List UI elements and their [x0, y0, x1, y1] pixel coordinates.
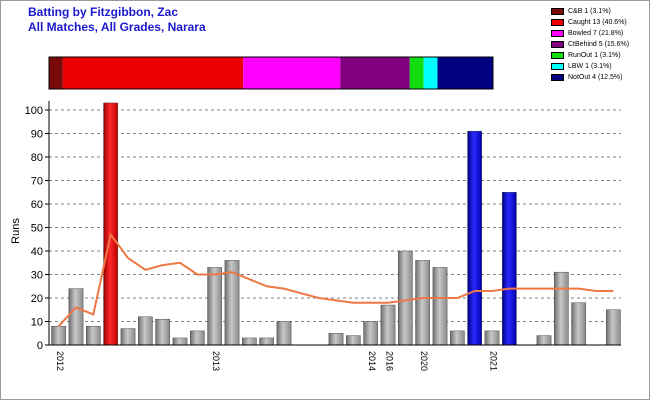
run-bar [432, 267, 448, 346]
y-tick-label: 20 [31, 293, 43, 305]
y-axis-label: Runs [10, 218, 22, 244]
legend-label: C&B 1 (3.1%) [568, 8, 611, 15]
stack-segment [62, 57, 244, 89]
run-bar [606, 309, 621, 346]
run-bar [484, 330, 500, 346]
run-bar [138, 316, 153, 346]
legend-label: CtBehind 5 (15.6%) [568, 41, 630, 48]
run-bar [259, 337, 274, 346]
legend-label: LBW 1 (3.1%) [568, 63, 612, 70]
run-bar [51, 326, 66, 346]
y-tick-label: 0 [37, 340, 43, 352]
run-bar [328, 333, 344, 346]
x-tick-label: 2020 [419, 351, 429, 371]
legend-swatch [551, 8, 564, 15]
legend: C&B 1 (3.1%) Caught 13 (40.6%) Bowled 7 (2… [551, 6, 647, 83]
legend-swatch [551, 30, 564, 37]
y-tick-label: 50 [31, 223, 43, 235]
stack-segment [340, 57, 410, 89]
y-tick-label: 60 [31, 199, 43, 211]
run-bar [68, 288, 84, 346]
stack-segment [243, 57, 341, 89]
legend-item: RunOut 1 (3.1%) [551, 50, 647, 61]
run-bar [467, 130, 482, 346]
stack-segment [437, 57, 493, 89]
run-bar [172, 337, 188, 346]
y-tick-label: 70 [31, 176, 43, 188]
run-bar [536, 335, 552, 346]
stack-segment [423, 57, 438, 89]
y-tick-label: 100 [25, 105, 43, 117]
run-bar [207, 267, 222, 346]
dismissal-stacked-bar [48, 56, 494, 90]
run-bar [363, 321, 378, 346]
legend-swatch [551, 41, 564, 48]
legend-swatch [551, 19, 564, 26]
legend-label: RunOut 1 (3.1%) [568, 52, 621, 59]
legend-swatch [551, 63, 564, 70]
legend-item: NotOut 4 (12.5%) [551, 72, 647, 83]
run-bar [415, 260, 430, 346]
run-bar [155, 318, 170, 346]
run-bar [554, 271, 569, 346]
chart-subtitle: All Matches, All Grades, Narara [28, 20, 206, 34]
run-bar [242, 337, 257, 346]
run-bar [103, 102, 118, 346]
average-line [57, 232, 614, 327]
y-tick-label: 30 [31, 270, 43, 282]
legend-item: C&B 1 (3.1%) [551, 6, 647, 17]
y-tick-label: 40 [31, 246, 43, 258]
run-bar [502, 192, 517, 346]
x-tick-label: 2021 [488, 351, 498, 371]
legend-swatch [551, 74, 564, 81]
legend-item: Bowled 7 (21.8%) [551, 28, 647, 39]
run-bar [450, 330, 465, 346]
stack-outline [48, 56, 494, 90]
x-tick-label: 2012 [55, 351, 65, 371]
stack-segment [49, 57, 63, 89]
legend-label: NotOut 4 (12.5%) [568, 74, 623, 81]
stack-segment [409, 57, 424, 89]
run-bar [276, 321, 292, 346]
run-bar [86, 326, 101, 346]
run-bar [190, 330, 205, 346]
x-tick-label: 2013 [211, 351, 221, 371]
run-bar [571, 302, 586, 346]
legend-item: Caught 13 (40.6%) [551, 17, 647, 28]
y-tick-label: 90 [31, 129, 43, 141]
run-bar [346, 335, 361, 346]
legend-item: LBW 1 (3.1%) [551, 61, 647, 72]
legend-label: Caught 13 (40.6%) [568, 19, 627, 26]
y-tick-label: 80 [31, 152, 43, 164]
run-bar [120, 328, 136, 346]
run-bar [398, 250, 413, 346]
x-tick-label: 2014 [367, 351, 377, 371]
x-tick-label: 2016 [384, 351, 394, 371]
y-tick-label: 10 [31, 317, 43, 329]
legend-swatch [551, 52, 564, 59]
legend-item: CtBehind 5 (15.6%) [551, 39, 647, 50]
run-bar [380, 304, 396, 346]
legend-label: Bowled 7 (21.8%) [568, 30, 624, 37]
chart-title: Batting by Fitzgibbon, Zac [28, 5, 178, 19]
